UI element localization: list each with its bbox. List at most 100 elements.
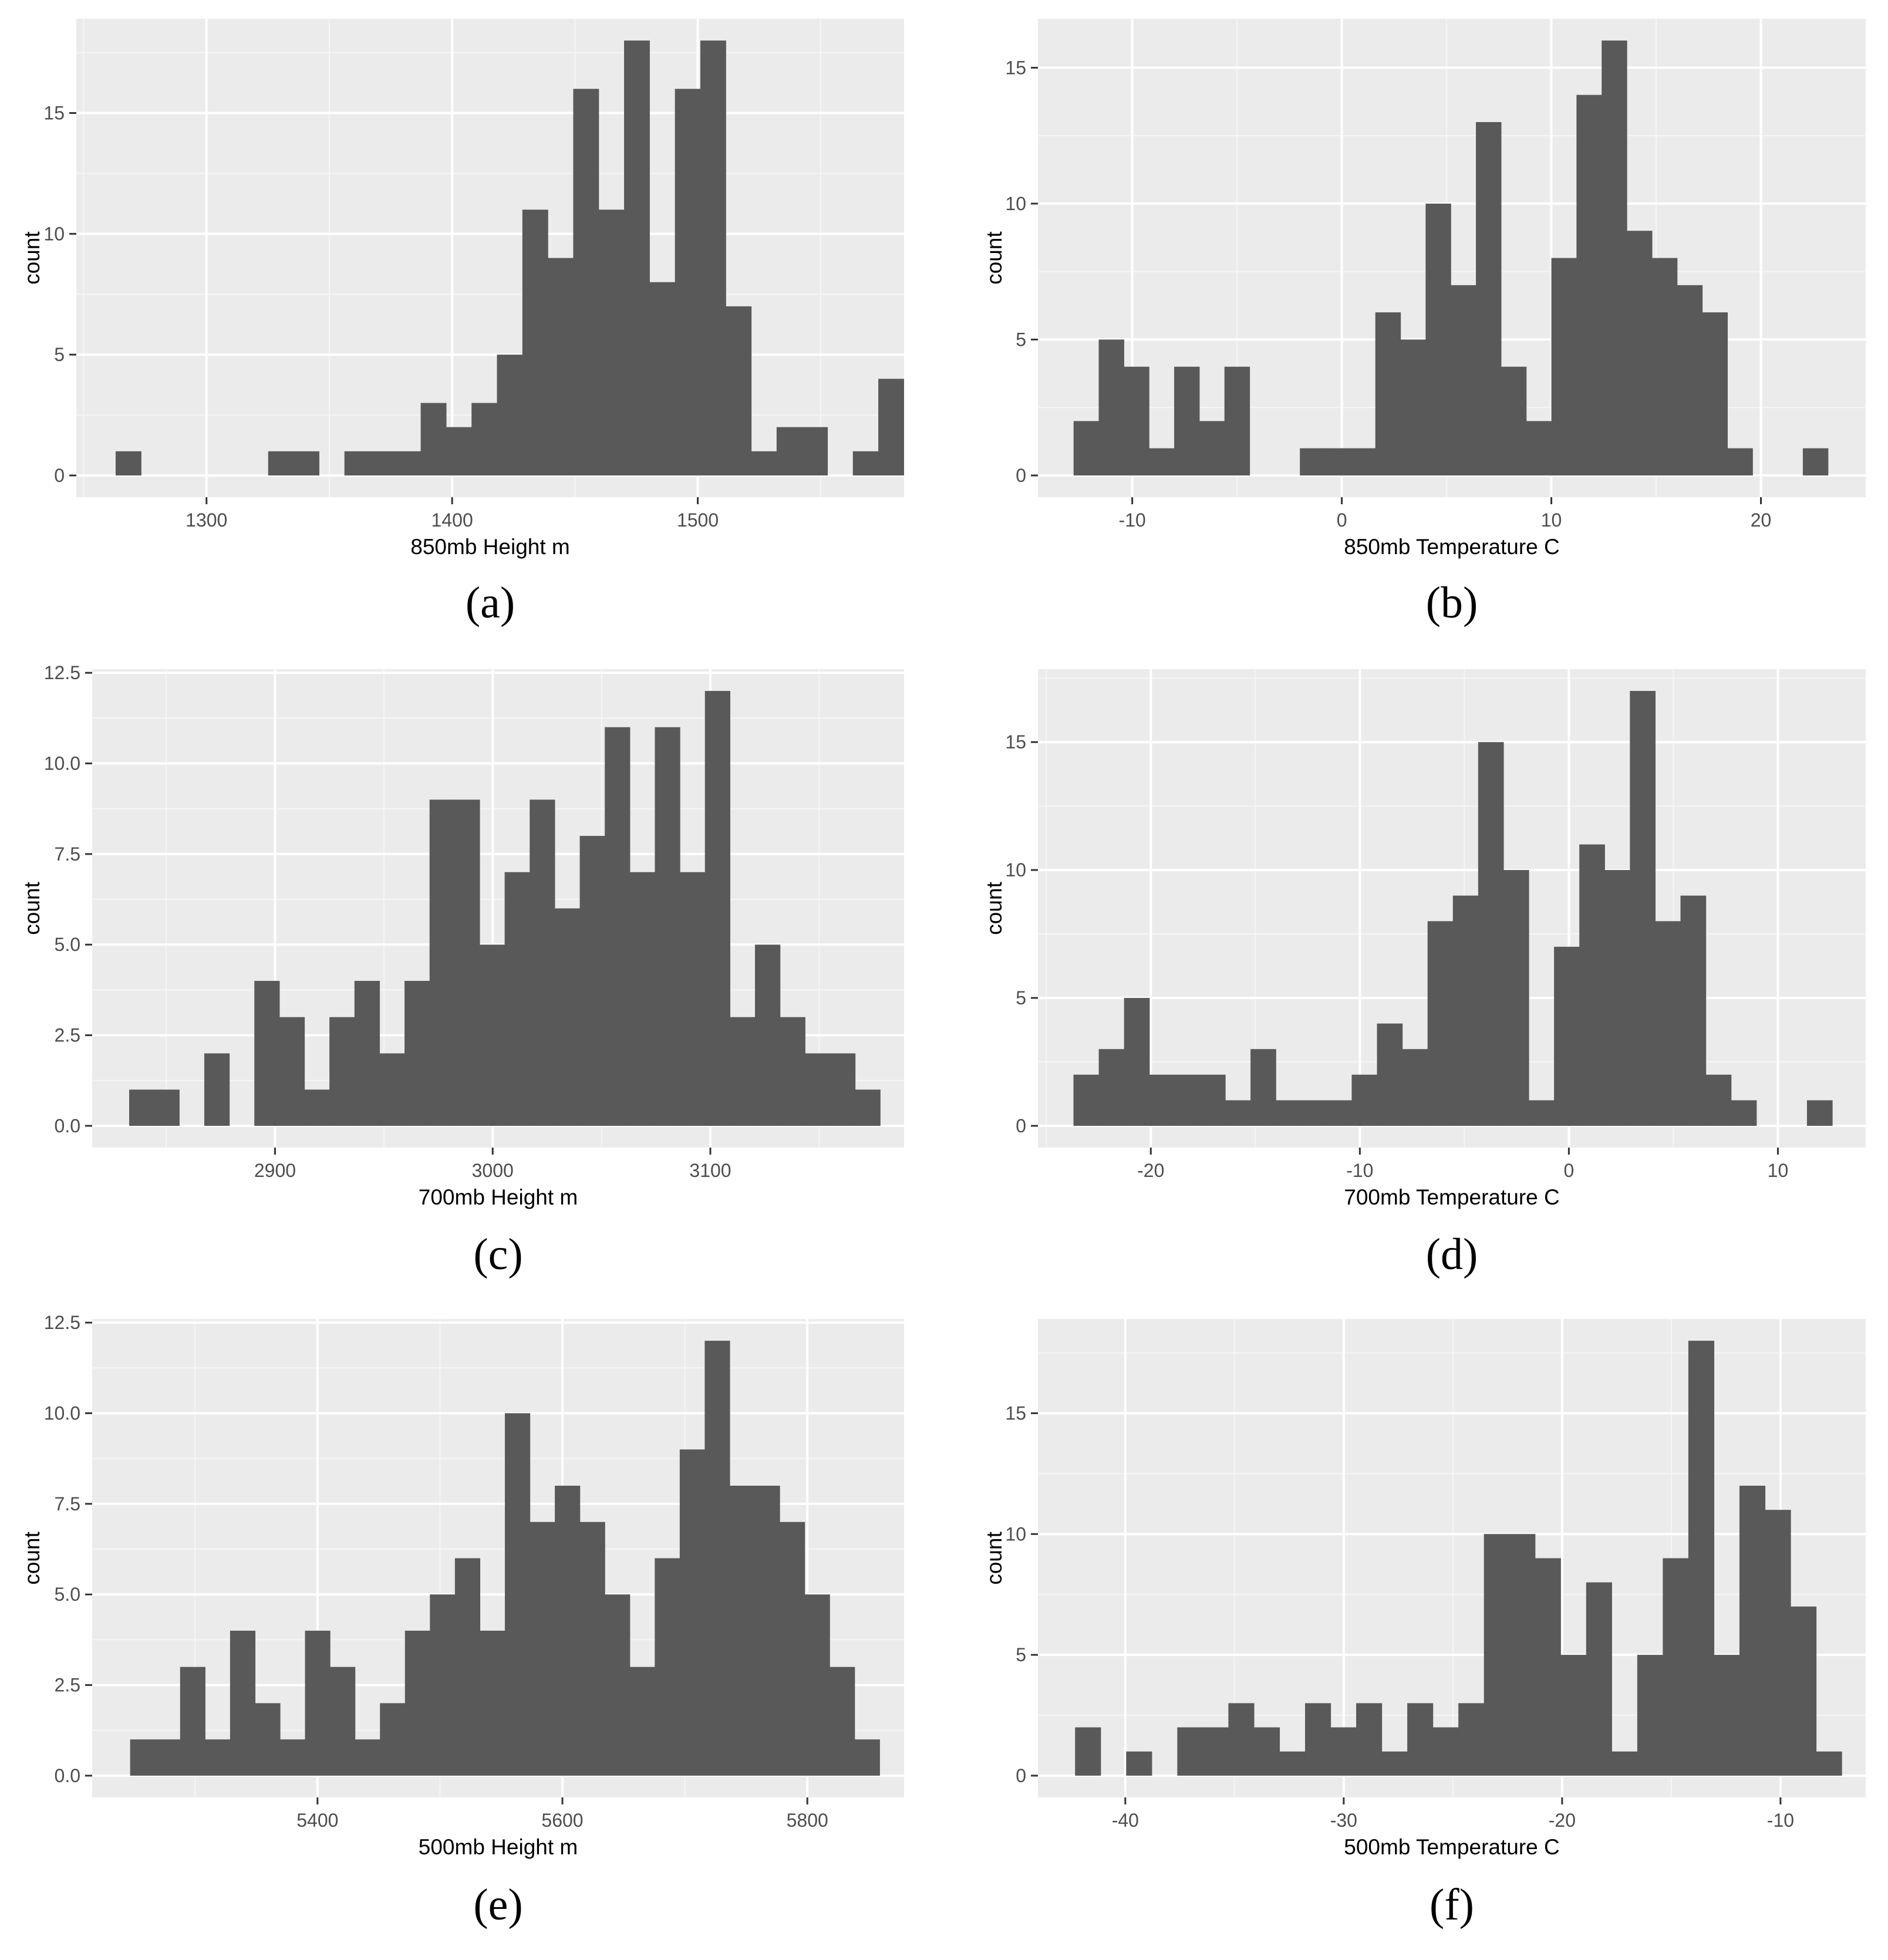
histogram-bar bbox=[1279, 1751, 1306, 1776]
histogram-bar bbox=[1400, 339, 1426, 475]
histogram-bar bbox=[404, 980, 430, 1126]
histogram-bar bbox=[1663, 1558, 1689, 1776]
histogram-bar bbox=[1677, 285, 1703, 475]
histogram-bar bbox=[1503, 870, 1529, 1126]
histogram-bar bbox=[395, 451, 422, 475]
y-tick-label: 15 bbox=[1005, 57, 1026, 78]
x-axis-title: 850mb Temperature C bbox=[1344, 535, 1559, 559]
y-tick-label: 7.5 bbox=[55, 1493, 80, 1514]
histogram-bars bbox=[1073, 41, 1829, 475]
histogram-bar bbox=[1174, 366, 1200, 475]
histogram-panel-3: 2900 3000 3100 0.0 2.5 5.0 7.5 10.0 12.5 700mb He… bbox=[20, 662, 904, 1279]
y-tick-label: 0 bbox=[1016, 1115, 1026, 1136]
histogram-bar bbox=[1073, 1074, 1100, 1126]
histogram-bar bbox=[855, 1089, 881, 1126]
histogram-bar bbox=[1611, 1751, 1638, 1776]
histogram-bar bbox=[329, 1017, 355, 1126]
histogram-bar bbox=[629, 1666, 655, 1776]
histogram-bar bbox=[1276, 1100, 1302, 1126]
histogram-bar bbox=[1554, 946, 1580, 1126]
histogram-panel-1: 1300 1400 1500 0 5 10 15 850mb Height m count (a) bbox=[20, 19, 904, 628]
histogram-bar bbox=[504, 872, 530, 1126]
y-tick-label: 5.0 bbox=[55, 1584, 80, 1605]
y-tick-label: 7.5 bbox=[55, 844, 80, 865]
histogram-bar bbox=[294, 451, 319, 475]
histogram-bar bbox=[1149, 1074, 1175, 1126]
histogram-bar bbox=[726, 306, 752, 475]
histogram-bar bbox=[522, 210, 548, 475]
panel-caption: (d) bbox=[1426, 1230, 1478, 1279]
histogram-bar bbox=[530, 799, 555, 1126]
histogram-bar bbox=[1579, 844, 1605, 1126]
x-tick-label: 0 bbox=[1337, 510, 1347, 531]
histogram-bar bbox=[1655, 921, 1681, 1126]
y-tick-label: 15 bbox=[1005, 731, 1026, 753]
x-tick-label: 2900 bbox=[254, 1160, 296, 1181]
y-tick-label: 5 bbox=[1016, 987, 1026, 1008]
y-tick-label: 12.5 bbox=[44, 1312, 80, 1333]
x-tick-label: 10 bbox=[1541, 510, 1562, 531]
histogram-bar bbox=[755, 944, 781, 1126]
histogram-bar bbox=[471, 403, 498, 475]
x-tick-label: 0 bbox=[1563, 1160, 1574, 1181]
histogram-panel-2: -10 0 10 20 0 5 10 15 850mb Temperature C count (b… bbox=[982, 19, 1866, 628]
panel-caption: (f) bbox=[1430, 1880, 1474, 1929]
histogram-bar bbox=[1739, 1486, 1766, 1776]
histogram-bar bbox=[1816, 1751, 1842, 1776]
panel-caption: (b) bbox=[1426, 578, 1478, 628]
panel-caption: (e) bbox=[473, 1880, 522, 1929]
x-tick-label: -30 bbox=[1330, 1810, 1357, 1831]
histogram-bars bbox=[115, 41, 904, 475]
histogram-bar bbox=[446, 427, 472, 475]
y-axis-title: count bbox=[20, 882, 44, 935]
histogram-bar bbox=[700, 41, 726, 475]
histogram-bar bbox=[605, 1594, 631, 1776]
histogram-bar bbox=[1300, 448, 1326, 475]
histogram-bar bbox=[655, 727, 680, 1126]
histogram-bar bbox=[1651, 258, 1678, 475]
y-tick-label: 10 bbox=[1005, 193, 1026, 214]
histogram-bar bbox=[355, 1739, 380, 1776]
x-tick-label: -20 bbox=[1549, 1810, 1576, 1831]
histogram-bar bbox=[1253, 1727, 1280, 1776]
x-axis-title: 850mb Height m bbox=[410, 535, 569, 559]
histogram-bar bbox=[268, 451, 294, 475]
histogram-bar bbox=[802, 427, 828, 475]
histogram-bar bbox=[830, 1053, 856, 1126]
histogram-bar bbox=[1407, 1703, 1434, 1776]
histogram-bar bbox=[1602, 41, 1627, 475]
y-tick-label: 10.0 bbox=[44, 753, 80, 774]
y-axis-title: count bbox=[982, 1531, 1006, 1585]
histogram-bar bbox=[1228, 1703, 1255, 1776]
histogram-bar bbox=[780, 1522, 805, 1776]
y-tick-label: 0.0 bbox=[55, 1115, 80, 1136]
histogram-bar bbox=[1425, 203, 1451, 475]
histogram-bar bbox=[497, 355, 523, 475]
y-tick-label: 0 bbox=[54, 465, 65, 486]
histogram-bar bbox=[1301, 1100, 1327, 1126]
y-tick-label: 0.0 bbox=[55, 1765, 80, 1786]
histogram-bar bbox=[1377, 1023, 1403, 1126]
histogram-bar bbox=[1501, 366, 1527, 475]
histogram-bar bbox=[573, 89, 599, 475]
histogram-bar bbox=[624, 41, 650, 475]
histogram-bar bbox=[776, 427, 803, 475]
histogram-bar bbox=[1381, 1751, 1408, 1776]
histogram-bar bbox=[504, 1413, 531, 1776]
histogram-bar bbox=[1075, 1727, 1101, 1776]
y-tick-label: 15 bbox=[43, 103, 65, 124]
histogram-bar bbox=[649, 282, 676, 475]
histogram-bar bbox=[1529, 1100, 1555, 1126]
x-axis-title: 500mb Height m bbox=[419, 1835, 578, 1859]
histogram-bar bbox=[554, 908, 581, 1126]
histogram-bar bbox=[1199, 1074, 1226, 1126]
y-tick-label: 12.5 bbox=[44, 662, 80, 683]
histogram-bar bbox=[1199, 421, 1225, 475]
histogram-bar bbox=[1432, 1727, 1459, 1776]
histogram-bar bbox=[1458, 1703, 1485, 1776]
histogram-bar bbox=[1098, 339, 1124, 475]
histogram-bar bbox=[878, 379, 904, 475]
histogram-bar bbox=[1402, 1049, 1428, 1126]
histogram-bar bbox=[479, 944, 505, 1126]
x-tick-label: -10 bbox=[1767, 1810, 1794, 1831]
